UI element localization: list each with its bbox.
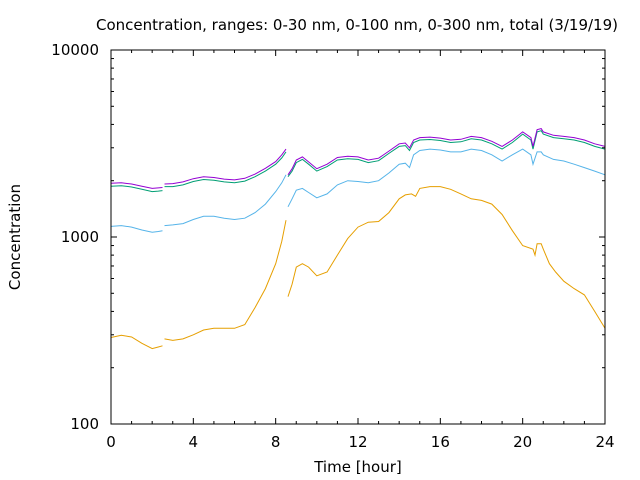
y-axis-label: Concentration (6, 184, 24, 290)
series-3-segment-1 (110, 185, 163, 193)
series-1-segment-2 (164, 220, 287, 341)
series-4-segment-2 (164, 148, 287, 185)
x-tick-label: 20 (513, 433, 532, 451)
x-tick-label: 24 (595, 433, 614, 451)
series-2-segment-1 (110, 225, 163, 233)
x-axis: 0 4 8 12 16 20 24 (106, 50, 615, 451)
y-tick-label: 100 (70, 415, 99, 433)
series-3 (110, 130, 606, 193)
x-tick-label: 8 (271, 433, 281, 451)
x-tick-label: 4 (189, 433, 199, 451)
series-1-segment-3 (287, 186, 606, 329)
plot-frame (110, 49, 606, 425)
series-4 (110, 128, 606, 189)
x-tick-label: 16 (431, 433, 450, 451)
y-tick-label: 1000 (61, 228, 99, 246)
series-4-segment-1 (110, 182, 163, 189)
x-tick-label: 0 (106, 433, 116, 451)
series-2 (110, 148, 606, 233)
x-tick-label: 12 (348, 433, 367, 451)
series-3-segment-3 (287, 130, 606, 177)
chart-title: Concentration, ranges: 0-30 nm, 0-100 nm… (96, 16, 618, 34)
series-1-segment-1 (110, 334, 163, 350)
series-3-segment-2 (164, 151, 287, 188)
y-axis: 100 1000 10000 (51, 41, 605, 433)
series-4-segment-3 (287, 128, 606, 176)
series-2-segment-2 (164, 174, 287, 227)
series-2-segment-3 (287, 148, 606, 208)
y-tick-label: 10000 (51, 41, 99, 59)
series-1 (110, 186, 606, 350)
series-layer (110, 128, 606, 350)
x-axis-label: Time [hour] (313, 458, 402, 476)
